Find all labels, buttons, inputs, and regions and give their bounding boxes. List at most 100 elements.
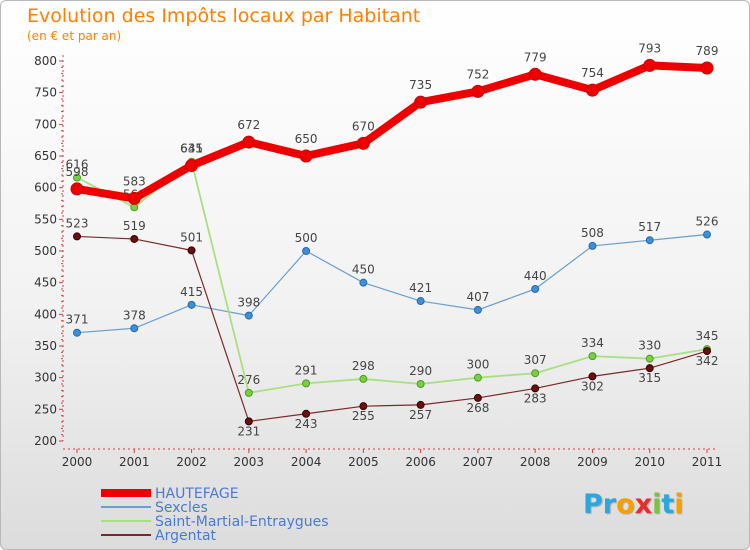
data-label: 779 [524,50,547,64]
data-point [302,379,311,388]
data-point [588,372,597,381]
data-label: 307 [524,353,547,367]
y-tick-label: 500 [34,244,57,258]
logo-letter: o [616,489,635,520]
legend-label: Saint-Martial-Entraygues [155,514,329,530]
data-point [473,373,482,382]
data-point [185,159,199,172]
data-point [127,191,141,205]
data-label: 598 [66,165,89,179]
data-point [531,369,540,378]
data-label: 298 [352,359,375,373]
y-tick-label: 550 [34,212,57,226]
data-label: 793 [638,41,661,55]
chart-subtitle: (en € et par an) [27,29,122,43]
x-tick-label: 2000 [62,455,93,469]
data-label: 523 [66,216,89,230]
data-point [359,374,368,383]
data-point [416,400,425,409]
data-point [588,352,597,361]
logo-letter: P [583,489,603,520]
data-point [130,234,139,243]
x-tick-label: 2001 [119,455,150,469]
data-point [130,324,139,333]
data-point [645,354,654,363]
data-label: 670 [352,119,375,133]
logo-letter: t [661,489,675,520]
data-label: 415 [180,285,203,299]
data-point [244,311,253,320]
series-line [76,160,708,394]
data-point [302,409,311,418]
data-label: 500 [295,231,318,245]
data-label: 300 [466,358,489,372]
data-label: 517 [638,220,661,234]
data-point [302,247,311,255]
data-label: 672 [237,118,260,132]
series-line [73,61,711,203]
data-label: 616 [66,158,89,172]
series-layer: 3713784153985004504214074405085175266165… [66,41,719,438]
data-label: 650 [295,132,318,146]
y-tick-label: 650 [34,149,57,163]
data-label: 378 [123,308,146,322]
data-label: 421 [409,281,432,295]
data-point [703,347,711,356]
data-label: 641 [180,142,203,156]
proxiti-logo: Proxiti [583,489,684,520]
x-tick-label: 2005 [348,455,379,469]
y-tick-label: 200 [34,434,57,448]
data-label: 635 [180,142,203,156]
data-label: 735 [409,78,432,92]
data-point [242,135,256,149]
logo-letter: r [602,489,617,520]
data-label: 243 [295,417,318,431]
data-point [73,232,81,241]
x-tick-label: 2010 [634,455,665,469]
data-label: 290 [409,364,432,378]
data-label: 315 [638,371,661,385]
data-point [528,67,542,81]
data-point [187,300,196,309]
data-label: 231 [237,424,260,438]
series-sexcles: 371 378 415 398 500 450 421 407 440 508 517 526 [66,215,719,337]
data-label: 501 [180,230,203,244]
data-point [244,417,253,426]
data-point [416,297,425,306]
x-tick-label: 2007 [463,455,494,469]
x-tick-label: 2003 [234,455,265,469]
data-point [643,58,657,72]
data-point [356,136,370,150]
data-label: 257 [409,408,432,422]
data-point [359,402,368,411]
data-point [645,236,654,245]
data-label: 752 [466,67,489,81]
series-argentat: 523 519 501 231 243 255 257 268 283 302 315 342 [66,216,719,438]
data-point [359,278,368,287]
data-point [585,83,599,97]
x-tick-label: 2009 [577,455,608,469]
y-tick-label: 700 [34,117,57,131]
x-tick-label: 2008 [520,455,551,469]
x-tick-label: 2002 [176,455,207,469]
legend: HAUTEFAGESexclesSaint-Martial-Entraygues… [101,486,329,544]
x-tick-label: 2006 [405,455,436,469]
data-label: 450 [352,263,375,277]
data-label: 508 [581,226,604,240]
data-point [645,364,654,373]
data-point [73,328,81,337]
data-label: 345 [696,329,719,343]
y-tick-label: 350 [34,339,57,353]
series-line [76,233,708,334]
data-point [244,388,253,397]
data-point [70,182,84,196]
data-point [299,149,313,163]
data-point [414,95,428,109]
data-label: 330 [638,339,661,353]
data-label: 754 [581,66,604,80]
data-label: 526 [696,215,719,229]
legend-label: Argentat [155,528,217,544]
data-label: 789 [696,44,719,58]
